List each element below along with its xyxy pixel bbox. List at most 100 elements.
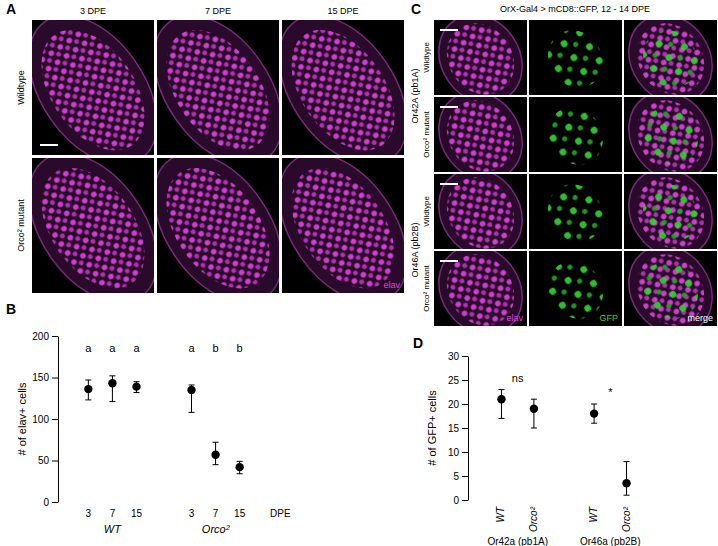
antenna-outline [624, 174, 717, 249]
error-cap [531, 428, 537, 429]
figure: A3 DPE7 DPE15 DPEWildtypeOrco² mutantela… [0, 0, 718, 546]
tick-mark [462, 404, 468, 405]
tick-label: 200 [32, 331, 49, 342]
tick: 0 [43, 497, 58, 508]
micrograph [434, 20, 527, 95]
row-label: Wildtype [16, 70, 26, 105]
neurons [32, 20, 154, 155]
neurons [32, 158, 154, 293]
antenna-outline [434, 20, 527, 95]
neurons [434, 174, 527, 249]
point [187, 386, 195, 394]
significance-label: * [608, 386, 613, 398]
y-axis: 051015202530 [448, 351, 469, 506]
micrograph [624, 251, 717, 326]
tick: 200 [32, 331, 58, 342]
panel-label: D [413, 335, 423, 351]
significance-letter: a [109, 342, 116, 354]
gfp-neurons [632, 174, 709, 249]
micrograph [529, 97, 622, 172]
scale-bar [40, 144, 58, 146]
point [108, 379, 116, 387]
neurons [434, 251, 527, 326]
tick-label: 5 [453, 471, 459, 482]
error-cap [498, 389, 504, 390]
channel-label: elav [506, 313, 523, 323]
error-stem [626, 462, 627, 496]
x-tick-label: WT [588, 506, 599, 522]
chart: B050100150200# of elav+ cellsaaa3715WTab… [6, 301, 291, 535]
micrograph [624, 97, 717, 172]
marks [84, 376, 244, 474]
tick: 50 [38, 455, 58, 466]
tick-label: 20 [448, 399, 460, 410]
group-label: Orco² [202, 523, 230, 535]
point [132, 382, 140, 390]
tick: 150 [32, 372, 58, 383]
micrograph [434, 251, 527, 326]
micrograph [434, 97, 527, 172]
group-label: WT [104, 523, 122, 535]
tick-mark [52, 419, 58, 420]
point [590, 409, 598, 417]
micrograph [157, 158, 279, 293]
micrograph [282, 20, 404, 155]
channel-label: merge [687, 313, 713, 323]
micrograph [32, 20, 154, 155]
error-cap [237, 461, 243, 462]
point [84, 385, 92, 393]
error-cap [591, 404, 597, 405]
error-cap [189, 384, 195, 385]
gfp-neurons [632, 97, 709, 172]
point [497, 395, 505, 403]
tick: 25 [448, 375, 468, 386]
neurons [624, 97, 717, 172]
error-cap [85, 399, 91, 400]
tick: 5 [453, 471, 468, 482]
neurons [157, 158, 279, 293]
panel-label: C [411, 1, 421, 17]
tick-mark [52, 461, 58, 462]
scale-bar [440, 183, 458, 185]
antenna-outline [434, 97, 527, 172]
antenna-outline [32, 158, 154, 293]
error-stem [501, 390, 502, 419]
group-label: Or42A (pb1A) [410, 68, 420, 123]
error-cap [237, 473, 243, 474]
neurons [434, 97, 527, 172]
axis-line [58, 337, 59, 503]
significance-letter: a [85, 342, 92, 354]
antenna-outline [434, 174, 527, 249]
significance-letter: b [237, 342, 243, 354]
gfp-neurons [537, 20, 614, 95]
x-tick-label: 3 [86, 508, 92, 519]
error-bar [531, 399, 537, 428]
tick-label: 150 [32, 372, 49, 383]
micrograph [529, 251, 622, 326]
tick: 10 [448, 447, 468, 458]
group-label: Or46A (pb2B) [410, 222, 420, 277]
tick-label: 50 [38, 455, 50, 466]
x-tick-label: WT [495, 506, 506, 522]
x-axis-title: DPE [270, 508, 291, 519]
micrograph [624, 20, 717, 95]
antenna-outline [157, 20, 279, 155]
tick: 100 [32, 414, 58, 425]
point [622, 479, 630, 487]
x-tick-label: 7 [213, 508, 219, 519]
channel-label: GFP [599, 313, 618, 323]
tick: 15 [448, 423, 468, 434]
antenna-outline [282, 20, 404, 155]
neurons [624, 20, 717, 95]
significance-letter: b [213, 342, 219, 354]
scale-bar [440, 29, 458, 31]
point [235, 463, 243, 471]
error-cap [624, 495, 630, 496]
error-stem [533, 399, 534, 428]
error-cap [133, 381, 139, 382]
column-label: 3 DPE [80, 6, 106, 16]
row-label: Orco² mutant [16, 199, 26, 252]
chart: D051015202530# of GFP+ cellsWTOrco²Or42a… [413, 335, 641, 546]
tick-label: 30 [448, 351, 460, 362]
x-tick-label: 3 [189, 508, 195, 519]
